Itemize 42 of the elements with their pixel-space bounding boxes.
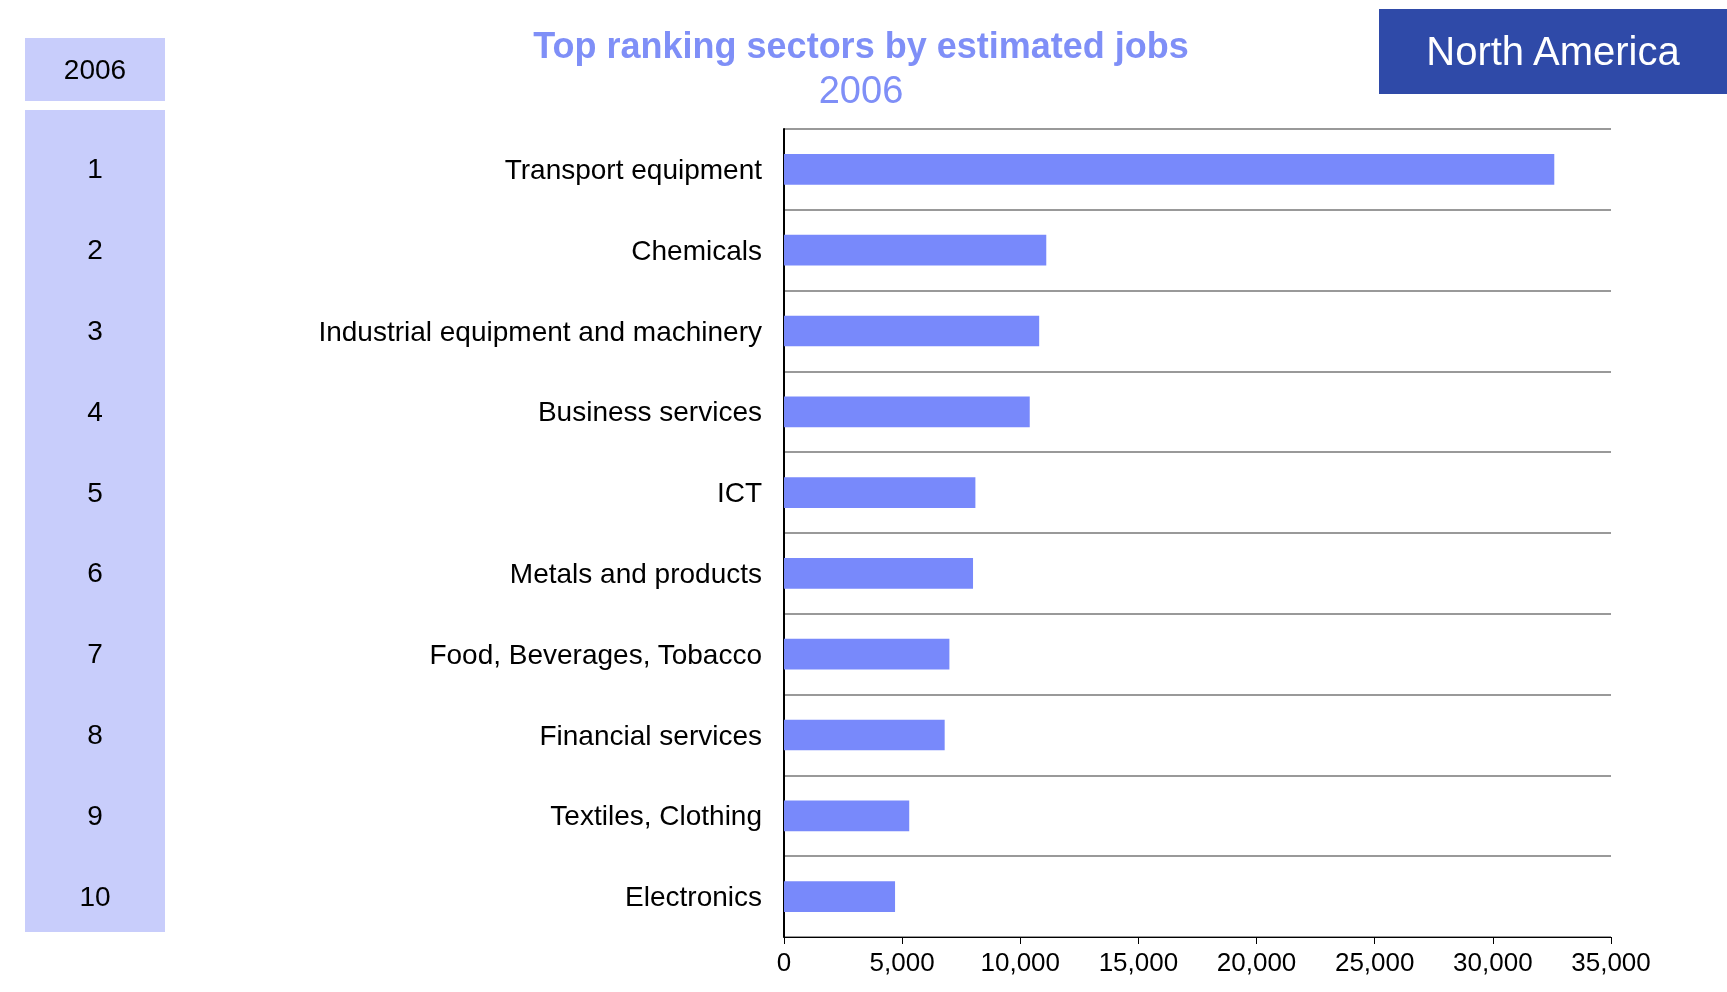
chart-title: Top ranking sectors by estimated jobs (533, 24, 1189, 66)
bar (784, 558, 974, 589)
bar (784, 800, 910, 832)
y-tick-label: ICT (716, 477, 762, 509)
text: 1 (86, 152, 104, 187)
x-tick-label: 0 (776, 947, 792, 977)
text: 3 (86, 314, 104, 348)
bar (784, 396, 1030, 428)
text: 10 (78, 879, 112, 914)
text: 7 (86, 637, 104, 672)
y-tick-label: Electronics (625, 881, 762, 913)
text: 8 (86, 718, 104, 752)
y-tick-label: Textiles, Clothing (550, 800, 762, 832)
x-tick-label: 10,000 (980, 947, 1061, 977)
text: 4 (86, 394, 104, 429)
x-tick-label: 5,000 (869, 947, 935, 977)
y-tick-label: Business services (537, 396, 762, 428)
x-tick-label: 15,000 (1098, 947, 1179, 977)
y-tick-label: Metals and products (509, 557, 762, 589)
bar (784, 477, 976, 508)
text: 2006 (25, 38, 165, 101)
text: 2 (86, 233, 104, 268)
text: 9 (86, 798, 104, 833)
bar (784, 881, 896, 912)
bar (784, 719, 945, 751)
bar (784, 154, 1555, 185)
chart-subtitle: 2006 (818, 69, 904, 111)
bar (784, 638, 950, 670)
y-tick-label: Transport equipment (504, 153, 763, 185)
y-tick-label: Industrial equipment and machinery (318, 315, 762, 347)
x-tick-label: 30,000 (1453, 947, 1533, 977)
x-tick-label: 20,000 (1216, 947, 1297, 977)
y-tick-label: Financial services (539, 719, 762, 751)
x-tick-label: 35,000 (1571, 947, 1651, 977)
text: 5 (86, 475, 104, 510)
text: 6 (86, 556, 104, 591)
text: North America (1379, 9, 1727, 94)
y-tick-label: Chemicals (631, 234, 762, 266)
x-tick-label: 25,000 (1334, 947, 1415, 977)
y-tick-label: Food, Beverages, Tobacco (429, 638, 762, 670)
bar (784, 315, 1040, 347)
bar (784, 234, 1047, 266)
